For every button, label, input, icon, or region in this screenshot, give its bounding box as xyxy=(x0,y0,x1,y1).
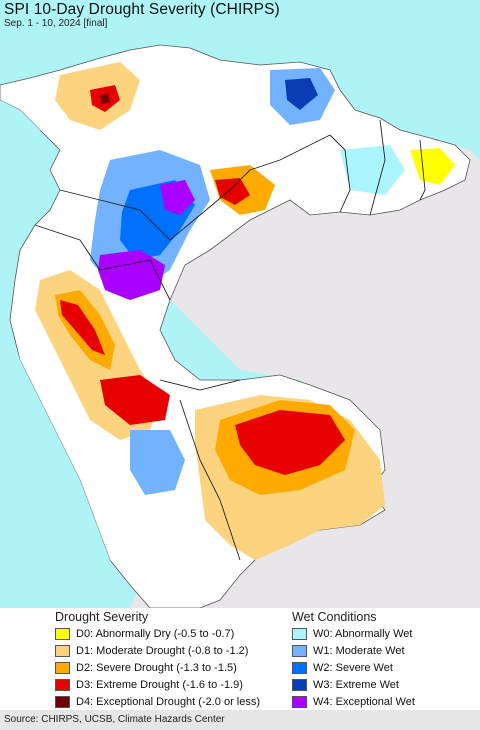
w1-south xyxy=(130,430,185,495)
drought-legend-heading: Drought Severity xyxy=(55,610,149,624)
legend-label: D3: Extreme Drought (-1.6 to -1.9) xyxy=(76,679,243,691)
w0-patch xyxy=(340,145,405,195)
legend-item-w2: W2: Severe Wet xyxy=(292,661,393,675)
legend-label: W1: Moderate Wet xyxy=(313,645,405,657)
d0-guyana xyxy=(410,148,455,185)
legend-item-w4: W4: Exceptional Wet xyxy=(292,695,415,709)
legend-item-w3: W3: Extreme Wet xyxy=(292,678,399,692)
w4-swatch xyxy=(292,696,307,708)
d3-peru xyxy=(100,375,170,425)
w1-swatch xyxy=(292,645,307,657)
d3-venezuela xyxy=(215,178,250,205)
d3-patch xyxy=(60,300,105,355)
legend-label: D2: Severe Drought (-1.3 to -1.5) xyxy=(76,662,237,674)
d4-north xyxy=(100,94,110,104)
legend-item-d3: D3: Extreme Drought (-1.6 to -1.9) xyxy=(55,678,243,692)
wet-legend-heading: Wet Conditions xyxy=(292,610,377,624)
w0-swatch xyxy=(292,628,307,640)
pacific-ocean xyxy=(0,100,130,608)
legend-item-d4: D4: Exceptional Drought (-2.0 or less) xyxy=(55,695,260,709)
drought-map: SPI 10-Day Drought Severity (CHIRPS) Sep… xyxy=(0,0,480,608)
legend-label: D0: Abnormally Dry (-0.5 to -0.7) xyxy=(76,628,235,640)
map-canvas xyxy=(0,44,480,608)
d2-swatch xyxy=(55,662,70,674)
d4-swatch xyxy=(55,696,70,708)
legend-label: W0: Abnormally Wet xyxy=(313,628,413,640)
d0-swatch xyxy=(55,628,70,640)
legend-item-d2: D2: Severe Drought (-1.3 to -1.5) xyxy=(55,661,237,675)
legend-label: W3: Extreme Wet xyxy=(313,679,399,691)
legend-item-d0: D0: Abnormally Dry (-0.5 to -0.7) xyxy=(55,627,234,641)
country-borders xyxy=(34,119,426,561)
legend-item-w0: W0: Abnormally Wet xyxy=(292,627,412,641)
w3-venezuela xyxy=(285,78,318,110)
legend: Drought Severity Wet Conditions D0: Abno… xyxy=(0,608,480,710)
map-title: SPI 10-Day Drought Severity (CHIRPS) xyxy=(4,1,280,18)
w4-colombia xyxy=(160,180,195,215)
condition-patches xyxy=(35,62,455,560)
footer: Source: CHIRPS, UCSB, Climate Hazards Ce… xyxy=(0,710,480,730)
d3-bolivia xyxy=(235,410,345,475)
w2-swatch xyxy=(292,662,307,674)
legend-label: W2: Severe Wet xyxy=(313,662,393,674)
legend-item-w1: W1: Moderate Wet xyxy=(292,644,405,658)
d3-swatch xyxy=(55,679,70,691)
map-subtitle: Sep. 1 - 10, 2024 [final] xyxy=(4,18,108,29)
w3-swatch xyxy=(292,679,307,691)
w4-amazon xyxy=(98,250,165,300)
source-text: Source: CHIRPS, UCSB, Climate Hazards Ce… xyxy=(4,714,225,725)
legend-item-d1: D1: Moderate Drought (-0.8 to -1.2) xyxy=(55,644,248,658)
legend-label: W4: Exceptional Wet xyxy=(313,696,415,708)
d1-swatch xyxy=(55,645,70,657)
legend-label: D1: Moderate Drought (-0.8 to -1.2) xyxy=(76,645,249,657)
legend-label: D4: Exceptional Drought (-2.0 or less) xyxy=(76,696,261,708)
